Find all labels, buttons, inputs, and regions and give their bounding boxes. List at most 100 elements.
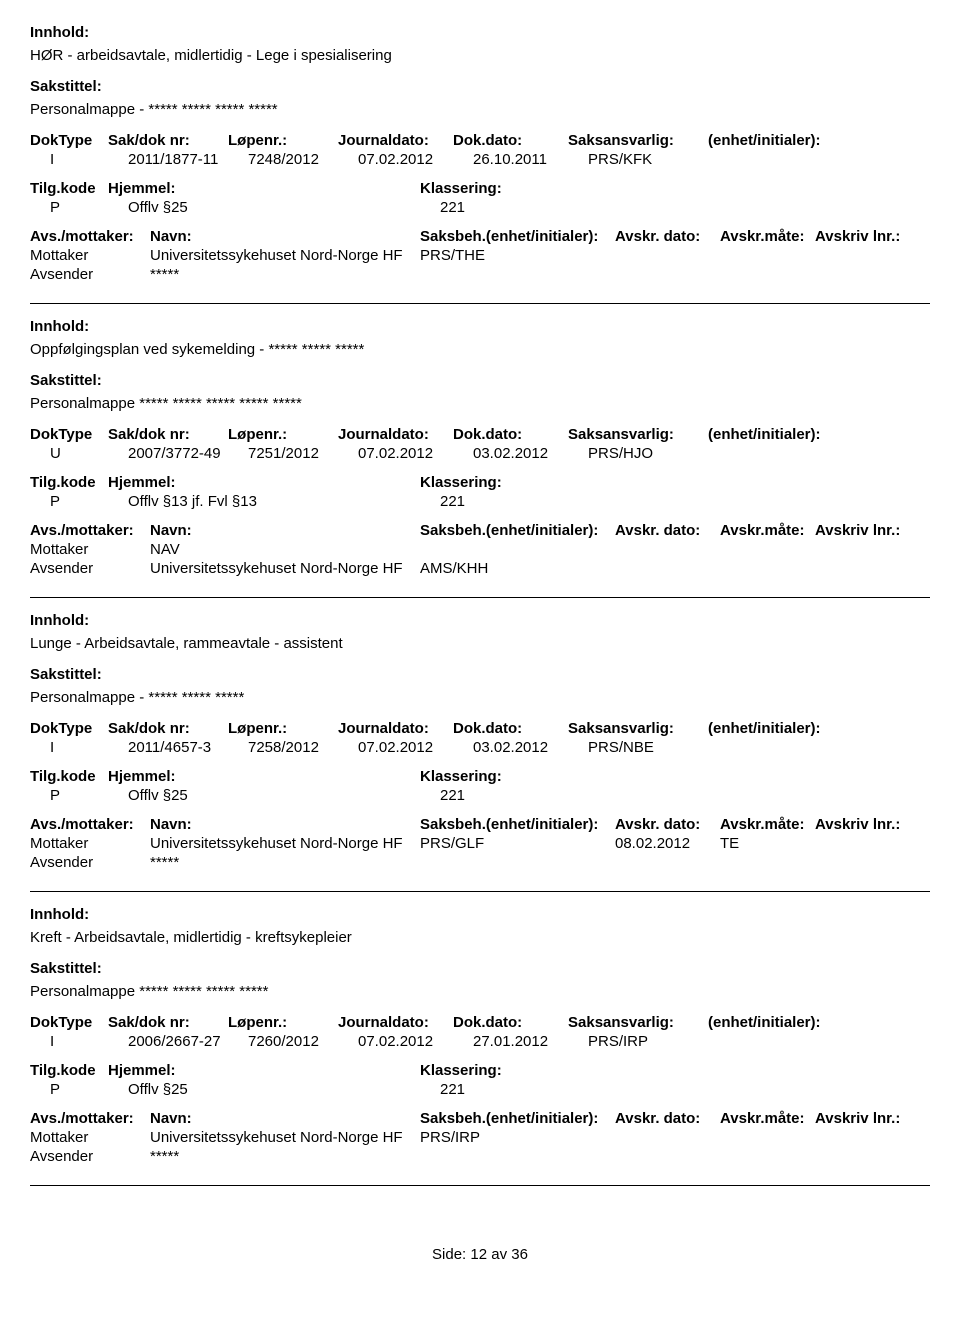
- value-sakdoknr: 2011/4657-3: [128, 739, 248, 756]
- party-avskrivlnr: [815, 541, 915, 558]
- value-enhet: [728, 739, 868, 756]
- row-party-header: Avs./mottaker:Navn:Saksbeh.(enhet/initia…: [30, 522, 930, 539]
- value-lopenr: 7260/2012: [248, 1033, 358, 1050]
- col-header: (enhet/initialer):: [708, 426, 848, 443]
- col-header: Løpenr.:: [228, 132, 338, 149]
- label-innhold: Innhold:: [30, 24, 930, 41]
- party-saksbeh: [420, 1148, 615, 1165]
- col-header: Navn:: [150, 228, 420, 245]
- col-header: Dok.dato:: [453, 720, 568, 737]
- col-header: Avskr. dato:: [615, 816, 720, 833]
- value-sakdoknr: 2006/2667-27: [128, 1033, 248, 1050]
- party-avskrivlnr: [815, 854, 915, 871]
- col-header: Sak/dok nr:: [108, 426, 228, 443]
- value-saksansvarlig: PRS/NBE: [588, 739, 728, 756]
- value-innhold: HØR - arbeidsavtale, midlertidig - Lege …: [30, 47, 930, 64]
- col-header: Saksansvarlig:: [568, 426, 708, 443]
- value-sakdoknr: 2007/3772-49: [128, 445, 248, 462]
- party-saksbeh: PRS/IRP: [420, 1129, 615, 1146]
- col-header: Journaldato:: [338, 720, 453, 737]
- row-klass-header: Tilg.kodeHjemmel:Klassering:: [30, 1062, 930, 1079]
- col-header: Hjemmel:: [108, 180, 420, 197]
- col-header: Avskr.måte:: [720, 522, 815, 539]
- party-role: Avsender: [30, 1148, 150, 1165]
- col-header: Hjemmel:: [108, 768, 420, 785]
- journal-record: Innhold:Lunge - Arbeidsavtale, rammeavta…: [30, 598, 930, 892]
- value-saksansvarlig: PRS/KFK: [588, 151, 728, 168]
- value-dokdato: 03.02.2012: [473, 445, 588, 462]
- value-tilgkode: P: [50, 199, 128, 216]
- label-innhold: Innhold:: [30, 612, 930, 629]
- party-avskrdato: [615, 1129, 720, 1146]
- col-header: Avskr. dato:: [615, 522, 720, 539]
- value-hjemmel: Offlv §13 jf. Fvl §13: [128, 493, 440, 510]
- party-saksbeh: AMS/KHH: [420, 560, 615, 577]
- value-klassering: 221: [440, 493, 770, 510]
- value-innhold: Kreft - Arbeidsavtale, midlertidig - kre…: [30, 929, 930, 946]
- col-header: Avskr.måte:: [720, 816, 815, 833]
- col-header: Avskriv lnr.:: [815, 1110, 915, 1127]
- party-avskrmate: TE: [720, 835, 815, 852]
- col-header: Saksbeh.(enhet/initialer):: [420, 1110, 615, 1127]
- value-lopenr: 7251/2012: [248, 445, 358, 462]
- value-innhold: Oppfølgingsplan ved sykemelding - ***** …: [30, 341, 930, 358]
- col-header: Saksansvarlig:: [568, 720, 708, 737]
- col-header: Tilg.kode: [30, 768, 108, 785]
- col-header: Dok.dato:: [453, 132, 568, 149]
- col-header: Avs./mottaker:: [30, 816, 150, 833]
- footer-side-label: Side:: [432, 1246, 470, 1263]
- col-header: DokType: [30, 132, 108, 149]
- party-avskrivlnr: [815, 560, 915, 577]
- party-avskrivlnr: [815, 835, 915, 852]
- col-header: Tilg.kode: [30, 180, 108, 197]
- footer-av-label: av: [487, 1246, 511, 1263]
- col-header: Avs./mottaker:: [30, 522, 150, 539]
- value-sakstittel: Personalmappe - ***** ***** *****: [30, 689, 930, 706]
- journal-record: Innhold:Oppfølgingsplan ved sykemelding …: [30, 304, 930, 598]
- col-header: DokType: [30, 1014, 108, 1031]
- col-header: Navn:: [150, 816, 420, 833]
- col-header: Sak/dok nr:: [108, 1014, 228, 1031]
- col-header: Avskr.måte:: [720, 228, 815, 245]
- row-doc-values: U2007/3772-497251/201207.02.201203.02.20…: [30, 445, 930, 462]
- party-avskrdato: [615, 266, 720, 283]
- col-header: Tilg.kode: [30, 474, 108, 491]
- row-klass-header: Tilg.kodeHjemmel:Klassering:: [30, 180, 930, 197]
- party-avskrdato: 08.02.2012: [615, 835, 720, 852]
- value-lopenr: 7258/2012: [248, 739, 358, 756]
- value-enhet: [728, 1033, 868, 1050]
- col-header: Løpenr.:: [228, 426, 338, 443]
- label-innhold: Innhold:: [30, 906, 930, 923]
- party-role: Mottaker: [30, 541, 150, 558]
- value-dokdato: 27.01.2012: [473, 1033, 588, 1050]
- value-tilgkode: P: [50, 787, 128, 804]
- col-header: Klassering:: [420, 768, 750, 785]
- col-header: Saksbeh.(enhet/initialer):: [420, 816, 615, 833]
- col-header: DokType: [30, 720, 108, 737]
- row-party-header: Avs./mottaker:Navn:Saksbeh.(enhet/initia…: [30, 816, 930, 833]
- value-dokdato: 03.02.2012: [473, 739, 588, 756]
- value-journaldato: 07.02.2012: [358, 151, 473, 168]
- party-avskrivlnr: [815, 266, 915, 283]
- row-doc-header: DokTypeSak/dok nr:Løpenr.:Journaldato:Do…: [30, 720, 930, 737]
- col-header: Klassering:: [420, 1062, 750, 1079]
- party-name: *****: [150, 1148, 420, 1165]
- party-avskrmate: [720, 1129, 815, 1146]
- col-header: Avskr. dato:: [615, 228, 720, 245]
- party-saksbeh: PRS/GLF: [420, 835, 615, 852]
- row-party: MottakerUniversitetssykehuset Nord-Norge…: [30, 247, 930, 264]
- party-saksbeh: [420, 854, 615, 871]
- value-journaldato: 07.02.2012: [358, 739, 473, 756]
- row-doc-values: I2011/1877-117248/201207.02.201226.10.20…: [30, 151, 930, 168]
- party-name: Universitetssykehuset Nord-Norge HF: [150, 1129, 420, 1146]
- row-party: AvsenderUniversitetssykehuset Nord-Norge…: [30, 560, 930, 577]
- journal-record: Innhold: Kreft - Arbeidsavtale, midlertid…: [30, 892, 930, 1186]
- col-header: Saksbeh.(enhet/initialer):: [420, 228, 615, 245]
- col-header: Klassering:: [420, 474, 750, 491]
- row-klass-values: POfflv §25221: [30, 1081, 930, 1098]
- col-header: Klassering:: [420, 180, 750, 197]
- party-avskrmate: [720, 541, 815, 558]
- party-avskrdato: [615, 247, 720, 264]
- col-header: (enhet/initialer):: [708, 1014, 848, 1031]
- col-header: Sak/dok nr:: [108, 132, 228, 149]
